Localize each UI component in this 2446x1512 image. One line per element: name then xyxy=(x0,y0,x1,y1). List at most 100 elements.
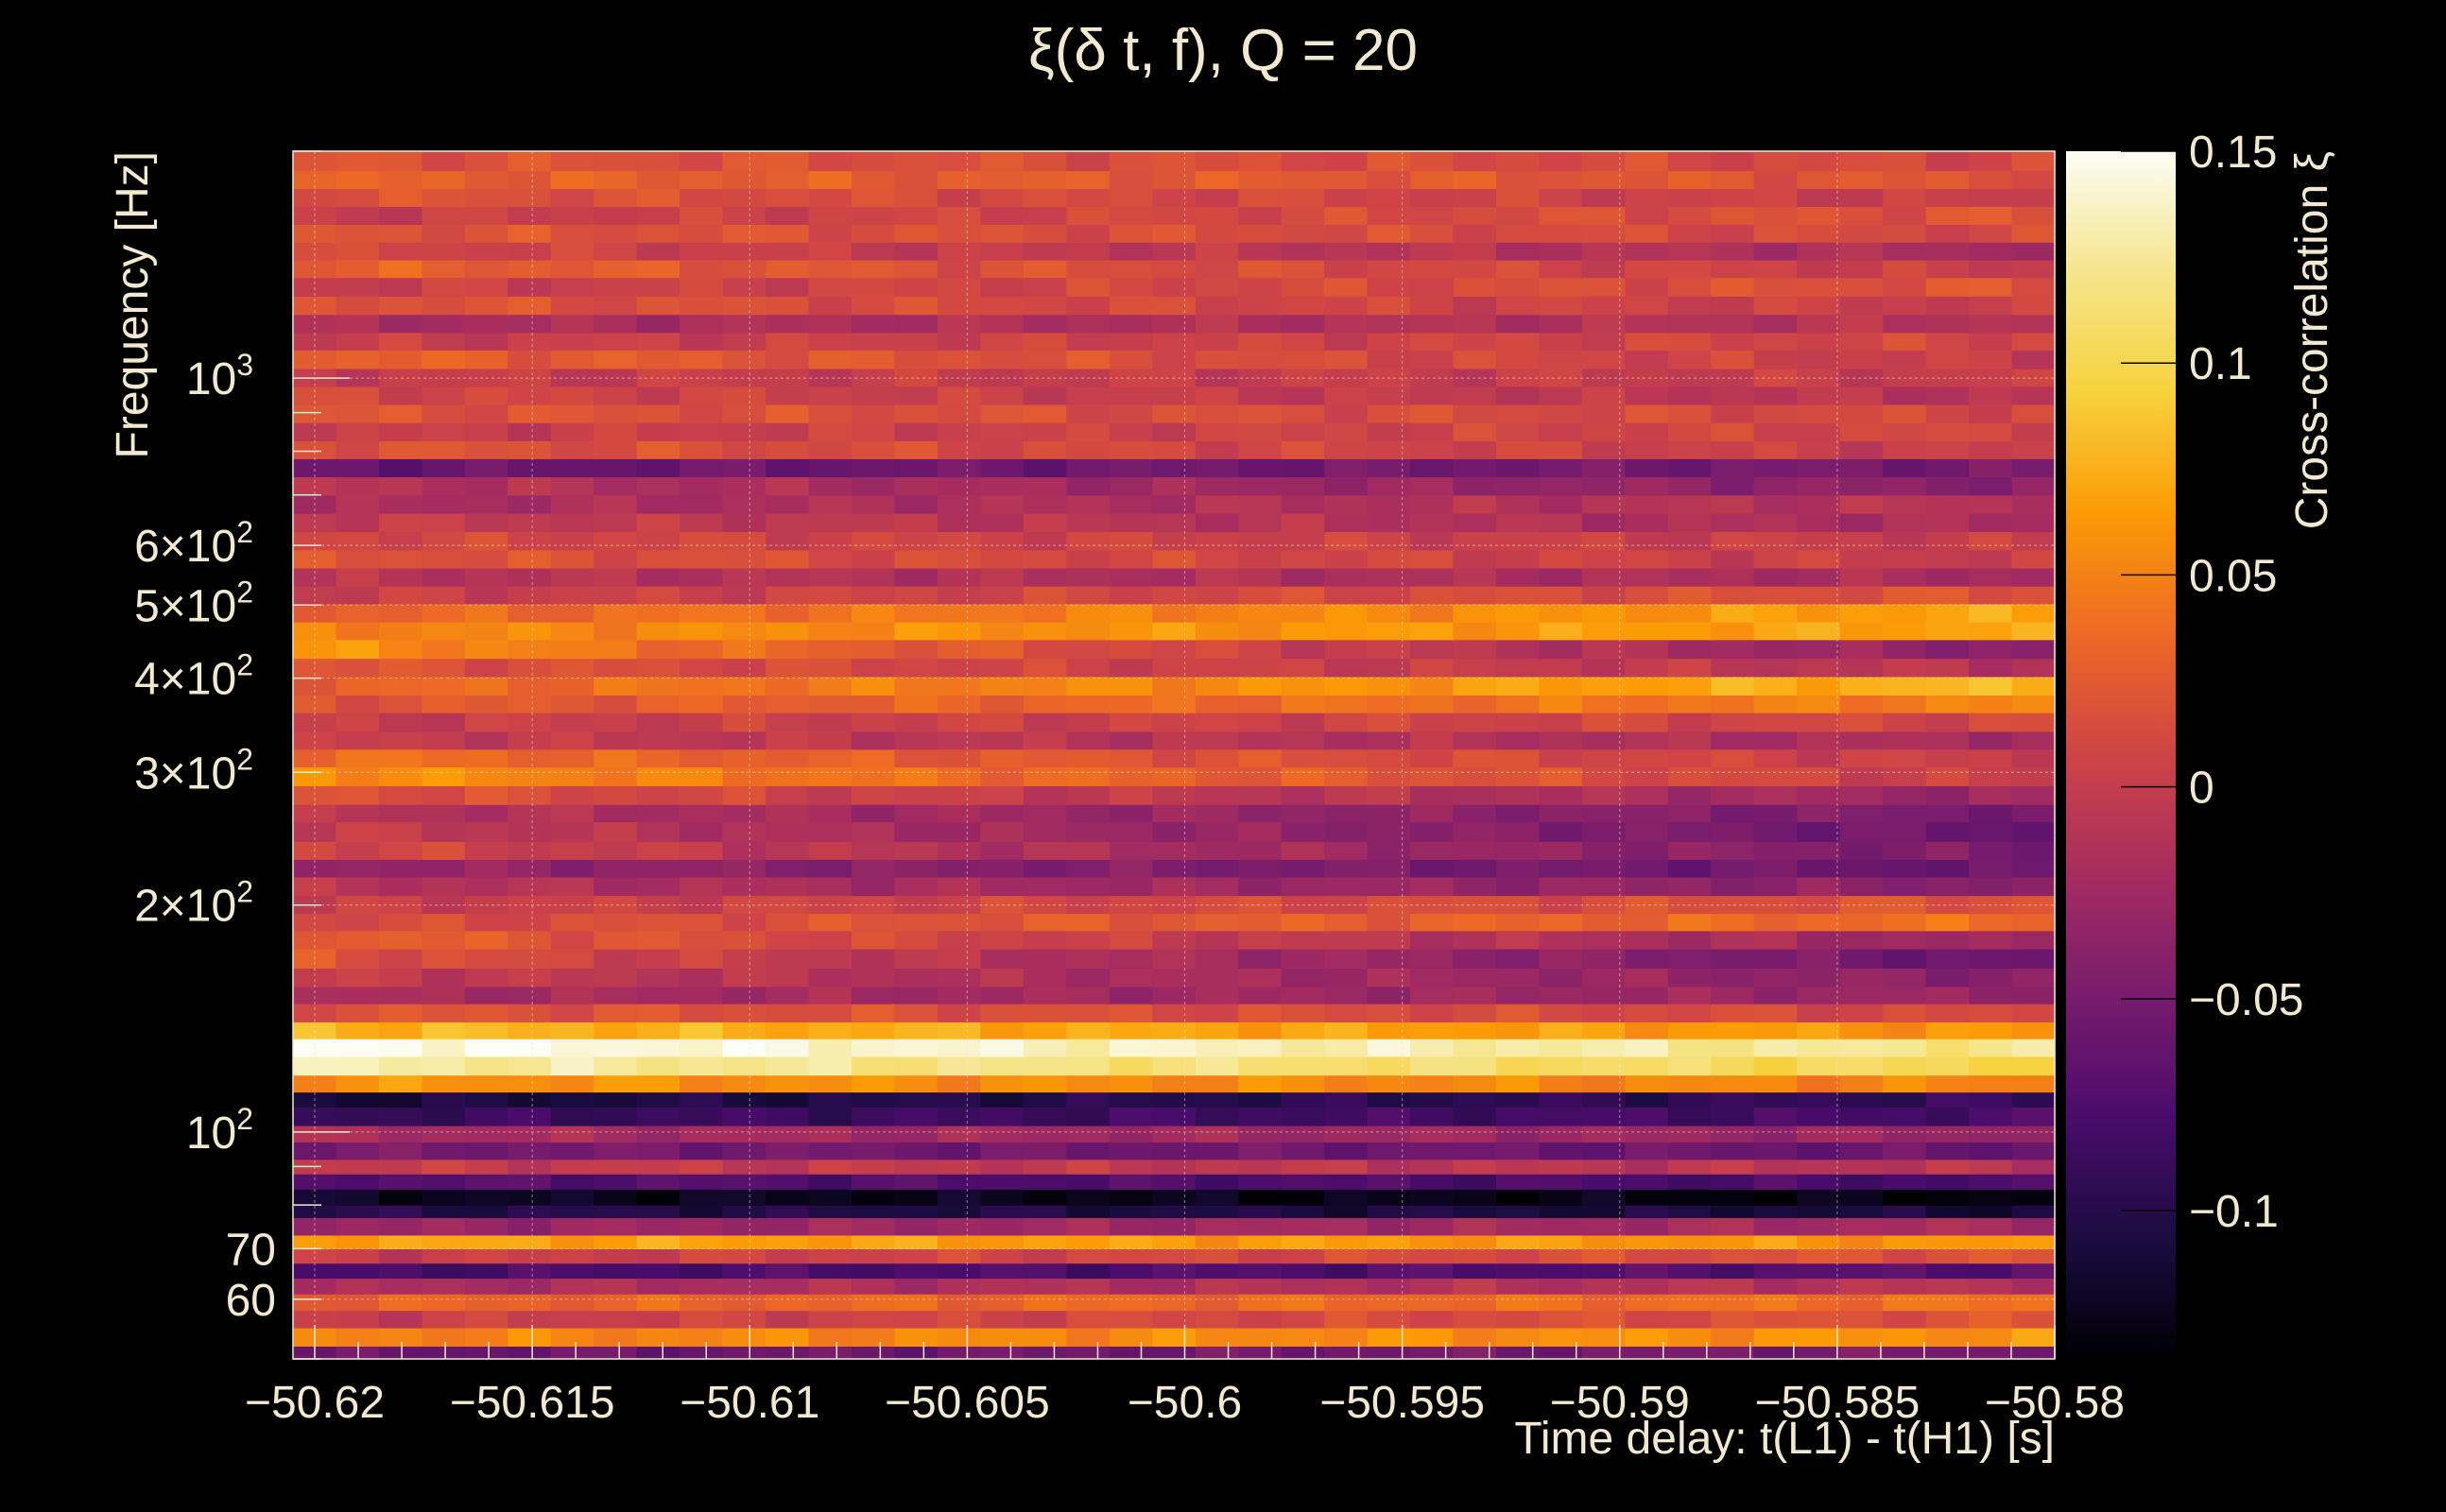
heatmap-cell xyxy=(680,1004,724,1022)
heatmap-cell xyxy=(680,1022,724,1040)
heatmap-cell xyxy=(937,859,982,878)
heatmap-cell xyxy=(1883,1159,1927,1175)
heatmap-cell xyxy=(1667,170,1712,189)
heatmap-cell xyxy=(336,422,380,441)
heatmap-cell xyxy=(1711,513,1755,533)
heatmap-cell xyxy=(980,1107,1025,1126)
heatmap-cell xyxy=(336,224,380,243)
heatmap-cell xyxy=(1066,695,1111,713)
heatmap-cell xyxy=(1195,986,1239,1005)
heatmap-cell xyxy=(1324,1004,1369,1022)
heatmap-cell xyxy=(1453,841,1497,860)
heatmap-cell xyxy=(1410,170,1455,189)
heatmap-cell xyxy=(422,639,466,660)
heatmap-cell xyxy=(336,242,380,261)
heatmap-cell xyxy=(594,876,638,897)
heatmap-cell xyxy=(422,1263,466,1280)
heatmap-cell xyxy=(1711,1091,1755,1108)
heatmap-cell xyxy=(1495,658,1541,678)
heatmap-cell xyxy=(1883,224,1927,243)
heatmap-cell xyxy=(378,1310,422,1329)
heatmap-cell xyxy=(1495,224,1541,243)
heatmap-cell xyxy=(464,1217,508,1236)
heatmap-cell xyxy=(1195,568,1239,587)
heatmap-cell xyxy=(1410,603,1455,623)
heatmap-cell xyxy=(464,549,508,569)
heatmap-cell xyxy=(636,730,680,750)
heatmap-cell xyxy=(1195,930,1239,950)
heatmap-cell xyxy=(894,895,939,915)
heatmap-cell xyxy=(336,841,380,860)
heatmap-cell xyxy=(1453,766,1497,786)
heatmap-cell xyxy=(2011,1022,2056,1040)
heatmap-cell xyxy=(937,895,982,915)
heatmap-cell xyxy=(1797,422,1841,441)
heatmap-cell xyxy=(636,1107,680,1126)
heatmap-cell xyxy=(980,1294,1025,1312)
heatmap-cell xyxy=(1753,766,1798,786)
heatmap-cell xyxy=(1152,170,1197,189)
heatmap-cell xyxy=(1969,188,2013,207)
heatmap-cell xyxy=(980,876,1025,897)
heatmap-cell xyxy=(336,913,380,932)
heatmap-cell xyxy=(1495,386,1541,405)
heatmap-cell xyxy=(1711,277,1755,297)
heatmap-cell xyxy=(464,170,508,189)
heatmap-cell xyxy=(894,876,939,897)
heatmap-cell xyxy=(1625,531,1669,551)
heatmap-cell xyxy=(766,622,810,641)
heatmap-cell xyxy=(636,260,680,279)
heatmap-cell xyxy=(594,1142,638,1160)
heatmap-cell xyxy=(852,603,896,623)
heatmap-cell xyxy=(1839,440,1884,459)
heatmap-cell xyxy=(508,968,552,988)
heatmap-cell xyxy=(680,603,724,623)
heatmap-cell xyxy=(293,658,337,678)
heatmap-cell xyxy=(636,476,680,496)
heatmap-cell xyxy=(1109,1091,1153,1108)
heatmap-cell xyxy=(680,948,724,969)
heatmap-cell xyxy=(464,513,508,533)
heatmap-cell xyxy=(1453,1310,1497,1329)
heatmap-cell xyxy=(1066,913,1111,932)
heatmap-cell xyxy=(1023,404,1067,423)
heatmap-cell xyxy=(464,913,508,932)
heatmap-cell xyxy=(636,821,680,842)
heatmap-cell xyxy=(937,1294,982,1312)
heatmap-cell xyxy=(1152,766,1197,786)
heatmap-cell xyxy=(980,622,1025,641)
heatmap-cell xyxy=(636,948,680,969)
heatmap-cell xyxy=(508,242,552,261)
heatmap-cell xyxy=(1324,170,1369,189)
heatmap-cell xyxy=(508,1091,552,1108)
heatmap-cell xyxy=(1281,242,1325,261)
heatmap-cell xyxy=(1581,568,1626,587)
heatmap-cell xyxy=(2011,1310,2056,1329)
heatmap-cell xyxy=(636,1091,680,1108)
heatmap-cell xyxy=(508,1248,552,1264)
heatmap-cell xyxy=(1410,821,1455,842)
heatmap-cell xyxy=(1023,713,1067,732)
heatmap-cell xyxy=(1367,440,1411,459)
heatmap-cell xyxy=(1969,314,2013,334)
heatmap-cell xyxy=(722,1174,767,1190)
heatmap-cell xyxy=(1324,440,1369,459)
heatmap-cell xyxy=(1797,224,1841,243)
heatmap-cell xyxy=(1797,206,1841,225)
heatmap-cell xyxy=(2011,658,2056,678)
heatmap-cell xyxy=(1753,1056,1798,1076)
heatmap-cell xyxy=(1023,859,1067,878)
heatmap-cell xyxy=(1324,368,1369,387)
heatmap-cell xyxy=(1539,821,1583,842)
heatmap-cell xyxy=(550,968,594,988)
heatmap-cell xyxy=(422,277,466,297)
heatmap-cell xyxy=(1711,622,1755,641)
heatmap-cell xyxy=(980,188,1025,207)
heatmap-cell xyxy=(980,350,1025,369)
heatmap-cell xyxy=(680,1294,724,1312)
heatmap-cell xyxy=(1367,859,1411,878)
heatmap-cell xyxy=(1324,913,1369,932)
heatmap-cell xyxy=(1581,895,1626,915)
heatmap-cell xyxy=(1066,242,1111,261)
heatmap-cell xyxy=(1195,458,1239,478)
